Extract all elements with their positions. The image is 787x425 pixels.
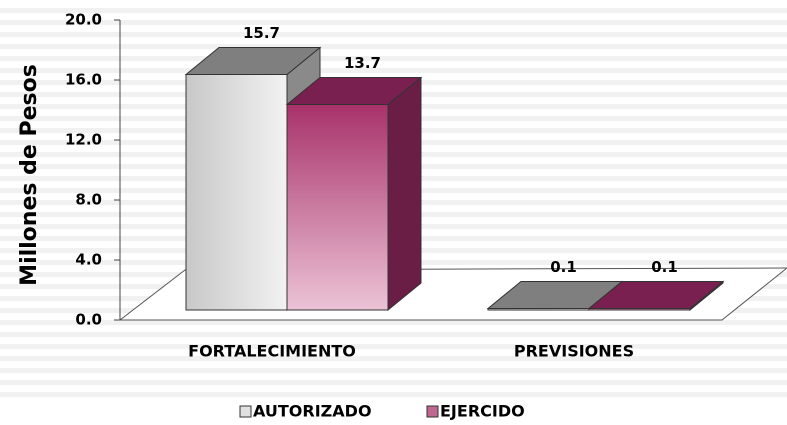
- stripe: [0, 44, 787, 49]
- y-tick-label: 4.0: [75, 251, 102, 269]
- stripe: [0, 32, 787, 37]
- stripe: [0, 392, 787, 397]
- stripe: [0, 56, 787, 61]
- x-tick-label: FORTALECIMIENTO: [188, 342, 356, 361]
- y-tick-label: 8.0: [75, 191, 102, 209]
- stripe: [0, 20, 787, 25]
- y-axis-label: Millones de Pesos: [17, 64, 42, 286]
- stripe: [0, 368, 787, 373]
- x-tick-label: PREVISIONES: [514, 342, 634, 361]
- value-label: 13.7: [344, 54, 381, 72]
- y-tick-label: 20.0: [65, 11, 102, 29]
- legend-label: AUTORIZADO: [253, 402, 372, 421]
- bar-front: [286, 104, 389, 311]
- stripe: [0, 332, 787, 337]
- stripe: [0, 344, 787, 349]
- value-label: 15.7: [243, 24, 280, 42]
- stripe: [0, 8, 787, 13]
- stripe: [0, 356, 787, 361]
- value-label: 0.1: [651, 258, 678, 276]
- legend-swatch: [426, 405, 439, 418]
- legend-swatch: [239, 405, 252, 418]
- bar: [587, 280, 725, 312]
- bar-front: [185, 74, 288, 311]
- bar-top: [184, 47, 322, 75]
- stripe: [0, 380, 787, 385]
- y-tick-label: 16.0: [65, 71, 102, 89]
- y-tick-label: 0.0: [75, 311, 102, 329]
- bar-top: [285, 77, 423, 105]
- stripe: [0, 320, 787, 325]
- stripe: [0, 68, 787, 73]
- bar-side: [387, 76, 422, 312]
- legend-label: EJERCIDO: [440, 402, 525, 421]
- y-tick-label: 12.0: [65, 131, 102, 149]
- bar: [285, 76, 423, 312]
- bar-top: [587, 281, 725, 309]
- value-label: 0.1: [550, 258, 577, 276]
